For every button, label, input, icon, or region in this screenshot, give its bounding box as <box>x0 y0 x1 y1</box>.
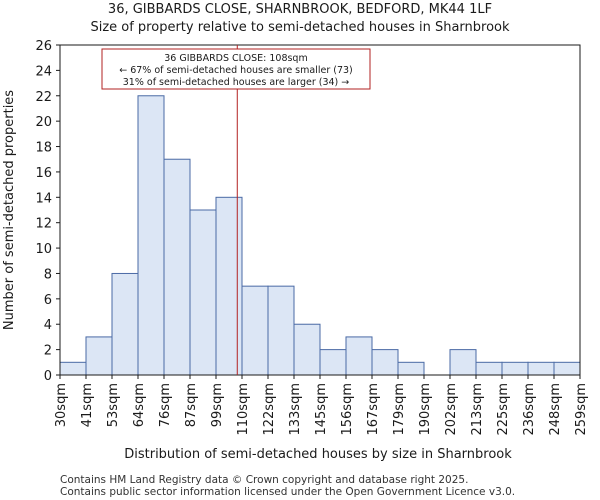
chart-subtitle: Size of property relative to semi-detach… <box>90 20 510 35</box>
x-tick-label: 99sqm <box>210 383 225 427</box>
x-tick-label: 76sqm <box>158 383 173 427</box>
bars <box>59 95 581 376</box>
y-tick-label: 24 <box>35 64 52 79</box>
bar-225sqm <box>501 361 529 376</box>
x-tick-label: 213sqm <box>470 383 485 436</box>
bar-30sqm <box>59 361 87 376</box>
x-tick-label: 30sqm <box>54 383 69 427</box>
y-tick-label: 2 <box>44 344 52 359</box>
bar-110sqm <box>241 285 269 376</box>
annotation-line-2: ← 67% of semi-detached houses are smalle… <box>119 65 353 76</box>
x-axis-ticks: 30sqm 41sqm 53sqm 64sqm 76sqm 87sqm 99sqm 110sq… <box>54 375 589 436</box>
x-tick-label: 156sqm <box>340 383 355 436</box>
x-tick-label: 190sqm <box>418 383 433 436</box>
y-tick-label: 14 <box>35 191 52 206</box>
bar-145sqm <box>319 349 347 376</box>
y-tick-label: 0 <box>44 369 52 384</box>
bar-41sqm <box>85 336 113 376</box>
bar-133sqm <box>293 323 321 376</box>
x-tick-label: 145sqm <box>314 383 329 436</box>
bar-76sqm <box>163 158 191 376</box>
plot-frame <box>59 44 581 376</box>
y-tick-label: 8 <box>44 267 52 282</box>
x-tick-label: 133sqm <box>288 383 303 436</box>
bar-64sqm <box>137 95 165 376</box>
bar-236sqm <box>527 361 555 376</box>
x-tick-label: 110sqm <box>236 383 251 436</box>
y-tick-label: 4 <box>44 318 52 333</box>
y-tick-label: 12 <box>35 217 52 232</box>
bar-99sqm <box>215 196 243 376</box>
x-tick-label: 259sqm <box>574 383 589 436</box>
y-axis-label: Number of semi-detached properties <box>2 90 17 330</box>
bar-87sqm <box>189 209 217 376</box>
annotation-line-3: 31% of semi-detached houses are larger (… <box>123 77 350 88</box>
y-tick-label: 16 <box>35 166 52 181</box>
y-tick-label: 18 <box>35 141 52 156</box>
x-tick-label: 248sqm <box>548 383 563 436</box>
bar-53sqm <box>111 272 139 376</box>
x-tick-label: 167sqm <box>366 383 381 436</box>
bar-179sqm <box>397 361 425 376</box>
y-tick-label: 26 <box>35 39 52 54</box>
bar-248sqm <box>553 361 581 376</box>
x-axis-label: Distribution of semi-detached houses by … <box>124 447 512 462</box>
x-tick-label: 122sqm <box>262 383 277 436</box>
x-tick-label: 41sqm <box>80 383 95 427</box>
y-tick-label: 20 <box>35 115 52 130</box>
y-tick-label: 6 <box>44 293 52 308</box>
chart-title: 36, GIBBARDS CLOSE, SHARNBROOK, BEDFORD,… <box>108 2 492 17</box>
x-tick-label: 87sqm <box>184 383 199 427</box>
y-tick-label: 10 <box>35 242 52 257</box>
bar-202sqm <box>449 349 477 376</box>
bar-122sqm <box>267 285 295 376</box>
x-tick-label: 53sqm <box>106 383 121 427</box>
x-tick-label: 64sqm <box>132 383 147 427</box>
x-tick-label: 225sqm <box>496 383 511 436</box>
footer-line-1: Contains HM Land Registry data © Crown c… <box>60 474 468 486</box>
bar-167sqm <box>371 349 399 376</box>
annotation-box <box>101 48 371 90</box>
bar-213sqm <box>475 361 503 376</box>
footer-line-2: Contains public sector information licen… <box>60 486 515 498</box>
annotation-line-1: 36 GIBBARDS CLOSE: 108sqm <box>164 53 307 64</box>
x-tick-label: 236sqm <box>522 383 537 436</box>
x-tick-label: 202sqm <box>444 383 459 436</box>
x-tick-label: 179sqm <box>392 383 407 436</box>
y-tick-label: 22 <box>35 90 52 105</box>
bar-156sqm <box>345 336 373 376</box>
